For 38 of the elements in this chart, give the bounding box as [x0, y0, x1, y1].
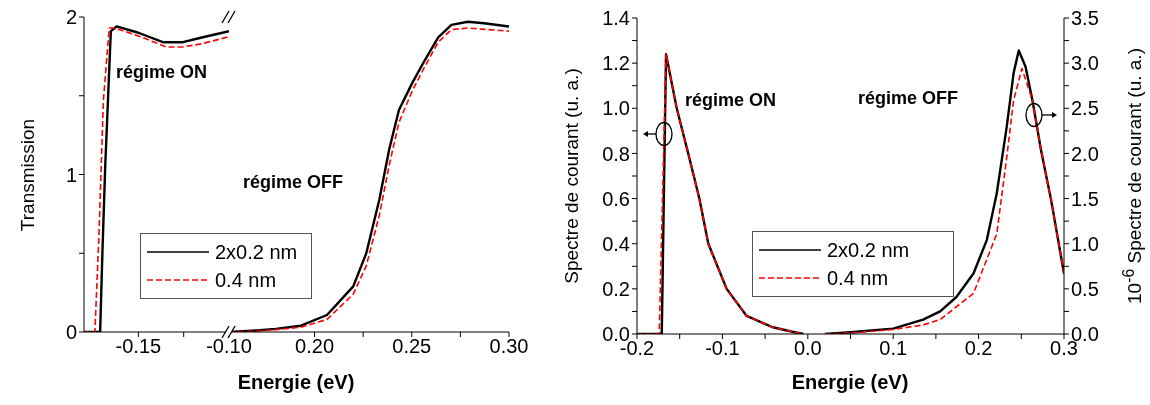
annotation: régime OFF — [243, 172, 344, 193]
x-axis-title: Energie (eV) — [237, 370, 355, 394]
y2-tick-label: 2.5 — [1071, 97, 1099, 120]
y2-tick-label: 3.5 — [1071, 7, 1099, 30]
y-tick-label: 0.2 — [602, 277, 630, 300]
legend-label: 0.4 nm — [215, 268, 277, 292]
legend-label: 2x0.2 nm — [827, 238, 910, 262]
annotation: régime ON — [116, 62, 208, 83]
y-axis-title: Transmission — [17, 118, 39, 232]
annotation: régime ON — [685, 90, 777, 111]
y-tick-label: 1.2 — [602, 52, 630, 75]
y-tick-label: 1.4 — [602, 7, 630, 30]
y-tick-label: 0 — [65, 321, 77, 344]
x-tick-label: 0.20 — [295, 335, 335, 358]
y-tick-label: 1 — [65, 163, 77, 186]
y-tick-label: 0.8 — [602, 142, 630, 165]
y-tick-label: 2 — [65, 6, 77, 29]
x-tick-label: -0.10 — [206, 335, 252, 358]
x-axis-title: Energie (eV) — [791, 370, 909, 394]
y-tick-label: 1.0 — [602, 97, 630, 120]
x-tick-label: -0.15 — [115, 335, 162, 358]
x-tick-label: 0.25 — [392, 335, 432, 358]
legend-label: 0.4 nm — [827, 266, 889, 290]
x-tick-label: 0.30 — [489, 335, 529, 358]
y-tick-label: 0.6 — [602, 187, 630, 210]
y2-tick-label: 0.5 — [1071, 277, 1099, 300]
legend-label: 2x0.2 nm — [215, 240, 298, 264]
x-tick-label: 0.0 — [793, 337, 822, 360]
x-tick-label: -0.1 — [705, 337, 740, 360]
y2-tick-label: 2.0 — [1071, 142, 1099, 165]
x-tick-label: 0.1 — [879, 337, 908, 360]
y2-tick-label: 1.5 — [1071, 187, 1099, 210]
y-axis-title: Spectre de courant (u. a.) — [561, 68, 583, 284]
x-tick-label: 0.2 — [964, 337, 993, 360]
y2-tick-label: 3.0 — [1071, 52, 1099, 75]
y-tick-label: 0.4 — [602, 232, 630, 255]
annotation: régime OFF — [858, 88, 959, 109]
y2-tick-label: 1.0 — [1071, 232, 1099, 255]
